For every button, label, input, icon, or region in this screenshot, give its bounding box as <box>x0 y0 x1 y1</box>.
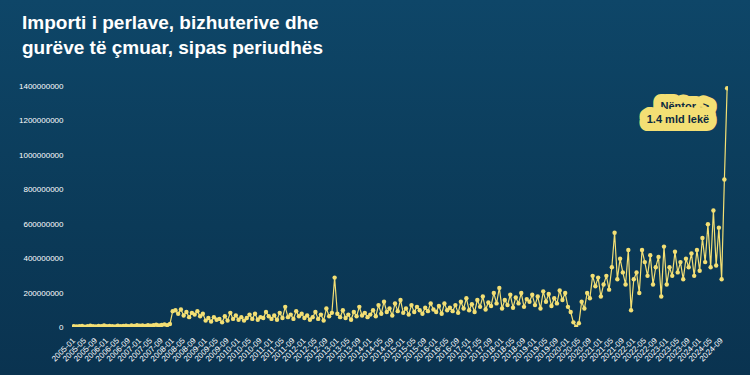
svg-text:1000000000: 1000000000 <box>19 151 64 160</box>
svg-text:2011-09: 2011-09 <box>270 336 297 363</box>
svg-text:2020-09: 2020-09 <box>566 336 594 364</box>
svg-text:2013-09: 2013-09 <box>335 336 363 364</box>
svg-text:2012-09: 2012-09 <box>302 336 330 364</box>
svg-text:2015-01: 2015-01 <box>379 336 407 364</box>
svg-text:2019-01: 2019-01 <box>511 336 539 364</box>
svg-text:2022-09: 2022-09 <box>631 336 659 364</box>
svg-text:2008-05: 2008-05 <box>159 336 187 364</box>
svg-text:2020-01: 2020-01 <box>544 336 572 364</box>
svg-text:2009-09: 2009-09 <box>203 336 231 364</box>
svg-text:2006-09: 2006-09 <box>104 336 132 364</box>
svg-text:2015-09: 2015-09 <box>401 336 429 364</box>
svg-text:0: 0 <box>59 323 64 332</box>
svg-text:2007-09: 2007-09 <box>137 336 165 364</box>
svg-text:2019-09: 2019-09 <box>533 336 561 364</box>
svg-text:2024-01: 2024-01 <box>675 336 703 364</box>
svg-text:2006-01: 2006-01 <box>82 336 110 364</box>
svg-text:2015-05: 2015-05 <box>390 336 418 364</box>
svg-text:2017-01: 2017-01 <box>445 336 473 364</box>
svg-text:600000000: 600000000 <box>23 220 64 229</box>
svg-text:2023-09: 2023-09 <box>664 336 692 364</box>
html-text:Importi i perlave, bizhuterive: Importi i perlave, bizhuterive dhe gurëv… <box>22 12 323 58</box>
svg-text:2008-09: 2008-09 <box>170 336 198 364</box>
svg-text:Nëntor ->1.4 mld lekë: Nëntor ->1.4 mld lekë <box>647 100 709 126</box>
svg-text:1200000000: 1200000000 <box>19 116 64 125</box>
svg-text:2009-01: 2009-01 <box>181 336 209 364</box>
svg-text:2013-05: 2013-05 <box>324 336 352 364</box>
svg-text:2014-09: 2014-09 <box>368 336 396 364</box>
svg-text:2005-05: 2005-05 <box>61 336 89 364</box>
svg-text:2023-01: 2023-01 <box>642 336 670 364</box>
svg-text:2018-01: 2018-01 <box>478 336 506 364</box>
svg-text:2007-05: 2007-05 <box>126 336 154 364</box>
svg-text:2008-01: 2008-01 <box>148 336 176 364</box>
svg-text:200000000: 200000000 <box>23 289 64 298</box>
svg-text:2021-09: 2021-09 <box>598 336 627 364</box>
svg-text:2014-01: 2014-01 <box>346 336 374 364</box>
svg-text:2007-01: 2007-01 <box>115 336 143 364</box>
svg-text:2012-01: 2012-01 <box>280 336 308 364</box>
svg-text:2010-05: 2010-05 <box>225 336 253 364</box>
svg-text:800000000: 800000000 <box>23 185 64 194</box>
svg-text:2018-09: 2018-09 <box>500 336 528 364</box>
svg-text:2017-09: 2017-09 <box>467 336 495 364</box>
svg-text:2020-05: 2020-05 <box>555 336 583 364</box>
svg-text:2012-05: 2012-05 <box>291 336 319 364</box>
svg-text:2005-01: 2005-01 <box>50 336 78 364</box>
svg-text:2021-05: 2021-05 <box>587 336 616 364</box>
svg-text:2023-05: 2023-05 <box>653 336 681 364</box>
svg-text:2010-01: 2010-01 <box>214 336 242 364</box>
svg-text:2014-05: 2014-05 <box>357 336 385 364</box>
svg-text:2022-01: 2022-01 <box>609 336 637 364</box>
svg-text:2016-01: 2016-01 <box>412 336 440 364</box>
svg-text:2010-09: 2010-09 <box>236 336 264 364</box>
svg-text:2022-05: 2022-05 <box>620 336 648 364</box>
svg-text:2018-05: 2018-05 <box>489 336 517 364</box>
svg-text:2024-05: 2024-05 <box>686 336 714 364</box>
svg-text:2016-05: 2016-05 <box>423 336 451 364</box>
svg-text:2009-05: 2009-05 <box>192 336 220 364</box>
svg-text:2024-09: 2024-09 <box>698 336 726 364</box>
svg-text:2017-05: 2017-05 <box>456 336 484 364</box>
svg-text:2011-05: 2011-05 <box>259 336 286 363</box>
svg-text:2005-09: 2005-09 <box>71 336 100 364</box>
svg-text:2013-01: 2013-01 <box>313 336 341 364</box>
svg-text:400000000: 400000000 <box>23 254 64 263</box>
svg-text:2016-09: 2016-09 <box>434 336 462 364</box>
svg-text:2011-01: 2011-01 <box>248 336 275 363</box>
svg-text:2006-05: 2006-05 <box>93 336 121 364</box>
svg-text:2021-01: 2021-01 <box>577 336 605 364</box>
svg-text:2019-05: 2019-05 <box>522 336 550 364</box>
svg-text:1400000000: 1400000000 <box>19 82 64 91</box>
